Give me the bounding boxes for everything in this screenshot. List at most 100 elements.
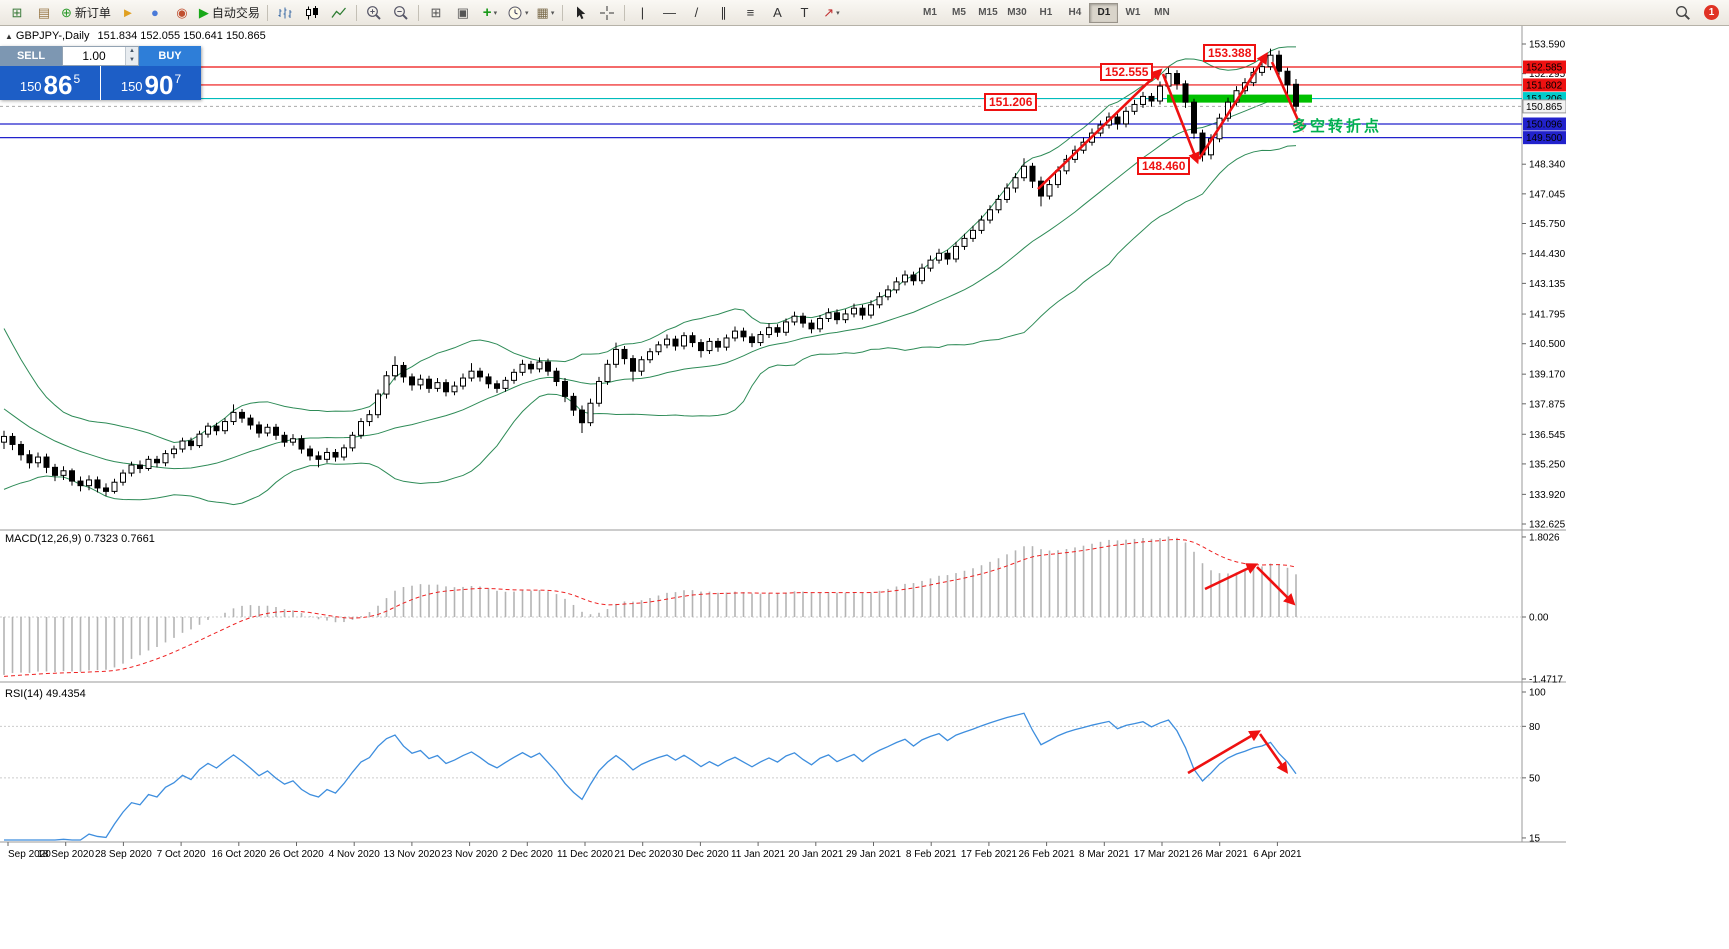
svg-text:145.750: 145.750 — [1529, 219, 1566, 230]
rsi-label: RSI(14) 49.4354 — [5, 688, 86, 700]
volume-input[interactable]: 1.00 ▲ ▼ — [62, 46, 139, 66]
templates-icon[interactable]: ▦ ▾ — [536, 4, 555, 20]
price-axis: 153.590 152.295 148.340 147.045 145.750 144.4… — [1522, 40, 1566, 531]
auto-arrange-icon[interactable]: ▣ — [456, 4, 470, 20]
cursor-icon[interactable] — [567, 2, 593, 24]
svg-text:50: 50 — [1529, 773, 1541, 784]
svg-text:148.340: 148.340 — [1529, 160, 1566, 171]
sell-button[interactable]: SELL — [0, 46, 62, 66]
svg-text:150.096: 150.096 — [1526, 119, 1563, 130]
symbol-header: ▲ GBPJPY-,Daily 151.834 152.055 150.641 15… — [5, 30, 266, 42]
notification-badge[interactable]: 1 — [1704, 5, 1719, 20]
equidistant-channel-icon[interactable]: ∥ — [720, 4, 727, 20]
svg-text:135.250: 135.250 — [1529, 459, 1566, 470]
periods-icon[interactable]: ▾ — [504, 2, 532, 24]
metaquotes-icon[interactable]: ◉ — [176, 4, 188, 20]
svg-text:6 Apr 2021: 6 Apr 2021 — [1253, 849, 1302, 860]
svg-text:30 Dec 2020: 30 Dec 2020 — [672, 849, 729, 860]
sell-price-button[interactable]: 150 86 5 — [0, 66, 100, 100]
svg-text:141.795: 141.795 — [1529, 310, 1566, 321]
macd-arrows[interactable] — [1204, 563, 1296, 606]
timeframe-w1[interactable]: W1 — [1125, 7, 1141, 18]
timeframe-h4[interactable]: H4 — [1068, 7, 1082, 18]
volume-down-icon[interactable]: ▼ — [126, 56, 138, 65]
toolbar-left-group: ⊞ ▤ ⊕ 新订单 ► ● ◉ ▶ 自动交易 ⊞ ▣ + ▾ ▾ ▦ ▾ | — / ∥ ≡ A T ↗ ▾ — [4, 2, 844, 24]
fibonacci-icon[interactable]: ≡ — [746, 5, 755, 20]
price-annotation-151206[interactable]: 151.206 — [984, 93, 1038, 111]
svg-text:7 Oct 2020: 7 Oct 2020 — [157, 849, 206, 860]
volume-value[interactable]: 1.00 — [82, 49, 106, 63]
new-chart-icon[interactable]: ⊞ — [11, 4, 23, 20]
timeframe-group: M1 M5 M15 M30 H1 H4 D1 W1 MN — [915, 2, 1176, 23]
collapse-arrow-icon[interactable]: ▲ — [5, 32, 13, 41]
svg-text:100: 100 — [1529, 688, 1546, 699]
svg-text:147.045: 147.045 — [1529, 189, 1566, 200]
svg-text:149.500: 149.500 — [1526, 133, 1563, 144]
ohlc-readout: 151.834 152.055 150.641 150.865 — [97, 30, 266, 42]
vertical-line-icon[interactable]: | — [640, 5, 645, 20]
timeframe-d1[interactable]: D1 — [1089, 2, 1119, 23]
buy-price-button[interactable]: 150 90 7 — [101, 66, 201, 100]
svg-text:151.802: 151.802 — [1526, 80, 1563, 91]
arrows-icon[interactable]: ↗ ▾ — [823, 4, 840, 20]
timeframe-m5[interactable]: M5 — [952, 7, 966, 18]
svg-text:23 Nov 2020: 23 Nov 2020 — [441, 849, 498, 860]
svg-text:15: 15 — [1529, 833, 1541, 844]
svg-text:17 Mar 2021: 17 Mar 2021 — [1134, 849, 1191, 860]
svg-text:2 Dec 2020: 2 Dec 2020 — [502, 849, 554, 860]
timeframe-m30[interactable]: M30 — [1007, 7, 1027, 18]
indicators-icon[interactable]: + ▾ — [482, 4, 498, 21]
rsi-indicator: 100 80 50 15 — [0, 688, 1546, 844]
main-toolbar: ⊞ ▤ ⊕ 新订单 ► ● ◉ ▶ 自动交易 ⊞ ▣ + ▾ ▾ ▦ ▾ | — / ∥ ≡ A T ↗ ▾ M1 M5 M15 M3… — [0, 0, 1729, 26]
crosshair-icon[interactable] — [594, 2, 620, 24]
buy-price-pip: 7 — [174, 72, 182, 86]
volume-spinner[interactable]: ▲ ▼ — [125, 47, 138, 65]
timeframe-mn[interactable]: MN — [1154, 7, 1170, 18]
buy-button[interactable]: BUY — [139, 46, 201, 66]
zoom-in-icon[interactable] — [361, 2, 387, 24]
price-annotation-153388[interactable]: 153.388 — [1203, 44, 1257, 62]
text-icon[interactable]: A — [773, 5, 782, 20]
candlestick-chart-icon[interactable] — [299, 2, 325, 24]
svg-text:28 Sep 2020: 28 Sep 2020 — [95, 849, 152, 860]
line-chart-icon[interactable] — [326, 2, 352, 24]
tile-windows-icon[interactable]: ⊞ — [430, 4, 442, 20]
svg-text:8 Feb 2021: 8 Feb 2021 — [906, 849, 957, 860]
rsi-arrows[interactable] — [1187, 730, 1289, 775]
svg-text:152.585: 152.585 — [1526, 63, 1563, 74]
price-annotation-152555[interactable]: 152.555 — [1100, 63, 1154, 81]
svg-text:-1.4717: -1.4717 — [1529, 675, 1563, 686]
autotrade-button[interactable]: ▶ 自动交易 — [198, 4, 260, 21]
timeframe-m15[interactable]: M15 — [978, 7, 998, 18]
zoom-out-icon[interactable] — [388, 2, 414, 24]
svg-text:26 Mar 2021: 26 Mar 2021 — [1192, 849, 1249, 860]
svg-text:20 Jan 2021: 20 Jan 2021 — [788, 849, 843, 860]
volume-up-icon[interactable]: ▲ — [126, 47, 138, 56]
search-icon[interactable] — [1670, 2, 1696, 24]
profiles-icon[interactable]: ▤ — [37, 4, 51, 20]
trendline-icon[interactable]: / — [694, 5, 699, 20]
community-icon[interactable]: ● — [150, 5, 159, 20]
buy-price-big: 90 — [144, 70, 174, 100]
bar-chart-icon[interactable] — [272, 2, 298, 24]
svg-text:150.865: 150.865 — [1526, 102, 1563, 113]
timeframe-m1[interactable]: M1 — [923, 7, 937, 18]
trend-arrows[interactable] — [1037, 52, 1304, 190]
chart-canvas[interactable]: 153.590 152.295 148.340 147.045 145.750 144.4… — [0, 26, 1566, 862]
chart-window: 153.590 152.295 148.340 147.045 145.750 144.4… — [0, 26, 1566, 862]
svg-text:8 Mar 2021: 8 Mar 2021 — [1079, 849, 1130, 860]
toolbar-separator — [266, 4, 268, 21]
timeframe-h1[interactable]: H1 — [1039, 7, 1053, 18]
price-annotation-148460[interactable]: 148.460 — [1137, 157, 1191, 175]
svg-text:13 Nov 2020: 13 Nov 2020 — [384, 849, 441, 860]
svg-text:132.625: 132.625 — [1529, 520, 1566, 531]
svg-text:26 Oct 2020: 26 Oct 2020 — [269, 849, 324, 860]
turning-point-label[interactable]: 多空转折点 — [1292, 118, 1383, 135]
bollinger-bands — [3, 46, 1297, 506]
horizontal-line-icon[interactable]: — — [662, 5, 676, 20]
quick-signal-icon[interactable]: ► — [121, 5, 135, 20]
new-order-button[interactable]: ⊕ 新订单 — [61, 4, 111, 21]
svg-text:16 Oct 2020: 16 Oct 2020 — [212, 849, 267, 860]
label-icon[interactable]: T — [800, 5, 809, 20]
